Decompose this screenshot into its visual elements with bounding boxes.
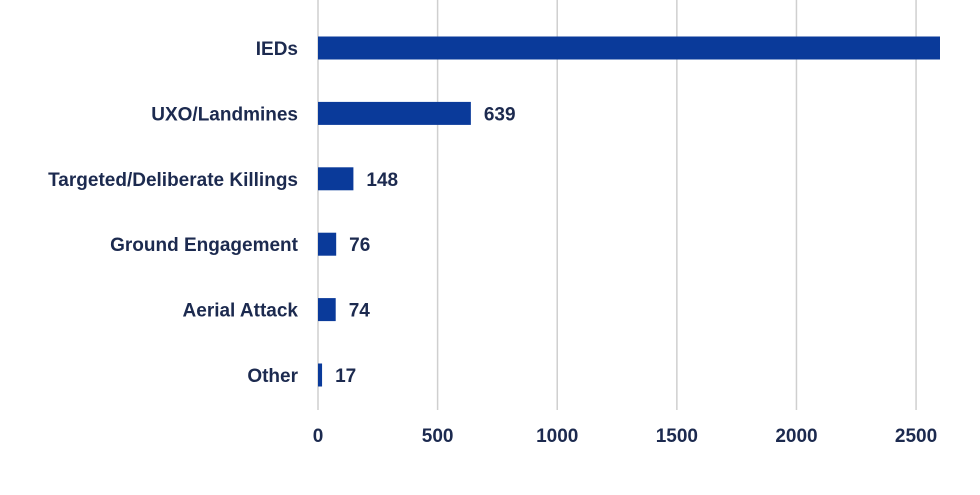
value-label: 148 xyxy=(366,170,398,191)
x-tick-label: 0 xyxy=(313,426,324,447)
value-label: 74 xyxy=(349,301,371,322)
x-axis-ticks: 0 500 1000 1500 2000 2500 xyxy=(313,426,938,447)
category-labels: IEDs UXO/Landmines Targeted/Deliberate Kil… xyxy=(48,39,299,387)
bar xyxy=(318,232,337,256)
bar xyxy=(318,298,336,322)
category-label: Ground Engagement xyxy=(110,235,299,256)
category-label: UXO/Landmines xyxy=(151,104,298,125)
x-tick-label: 2500 xyxy=(895,426,937,447)
bar xyxy=(318,363,323,387)
category-label: Aerial Attack xyxy=(183,301,299,322)
category-label: IEDs xyxy=(256,39,298,60)
bar xyxy=(318,167,354,191)
bars xyxy=(318,36,940,387)
bar xyxy=(318,36,940,60)
value-label: 17 xyxy=(335,366,356,387)
x-tick-label: 500 xyxy=(422,426,454,447)
x-tick-label: 2000 xyxy=(775,426,817,447)
x-tick-label: 1000 xyxy=(536,426,578,447)
gridlines xyxy=(317,0,917,410)
value-labels: 639 148 76 74 17 xyxy=(335,104,516,387)
category-label: Targeted/Deliberate Killings xyxy=(48,170,298,191)
x-tick-label: 1500 xyxy=(656,426,698,447)
category-label: Other xyxy=(247,366,298,387)
value-label: 76 xyxy=(349,235,370,256)
value-label: 639 xyxy=(484,104,516,125)
bar xyxy=(318,101,471,125)
